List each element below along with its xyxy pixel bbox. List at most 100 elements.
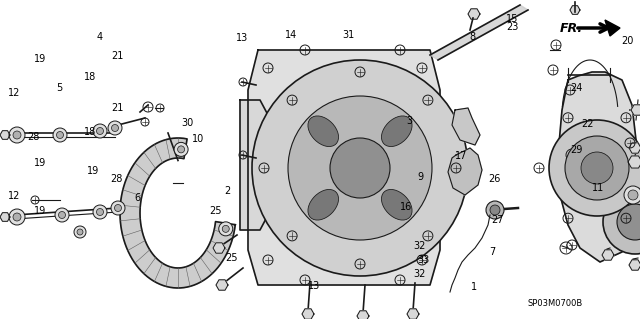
Text: 12: 12 [8,191,20,201]
Circle shape [53,128,67,142]
Text: 33: 33 [417,255,430,265]
Ellipse shape [308,189,339,220]
Text: 11: 11 [592,183,605,193]
Text: 19: 19 [86,166,99,176]
Text: 5: 5 [56,83,63,93]
Polygon shape [213,243,225,253]
Polygon shape [605,20,620,36]
Circle shape [219,222,233,236]
Text: 21: 21 [111,51,124,61]
Circle shape [490,205,500,215]
Circle shape [288,96,432,240]
Polygon shape [357,311,369,319]
Polygon shape [629,260,640,270]
Text: 23: 23 [506,22,518,32]
Circle shape [9,209,25,225]
Polygon shape [570,6,580,14]
Text: 13: 13 [307,280,320,291]
Text: 32: 32 [413,269,426,279]
Text: 3: 3 [406,116,413,126]
Polygon shape [120,138,236,288]
Polygon shape [248,50,440,285]
Text: 10: 10 [192,134,205,144]
Circle shape [111,201,125,215]
Text: 19: 19 [34,205,47,216]
Circle shape [486,201,504,219]
Circle shape [77,229,83,235]
Text: 30: 30 [181,118,194,128]
Circle shape [111,124,118,131]
Text: 25: 25 [209,205,222,216]
Circle shape [565,136,629,200]
Polygon shape [452,108,480,145]
Text: 22: 22 [581,119,594,130]
Polygon shape [448,148,482,195]
Text: 6: 6 [134,193,141,203]
Circle shape [55,208,69,222]
Text: 26: 26 [488,174,501,184]
Text: 18: 18 [83,71,96,82]
Text: 1: 1 [470,282,477,292]
Circle shape [581,152,613,184]
Circle shape [93,124,107,138]
Text: 28: 28 [27,132,40,142]
Text: 14: 14 [285,30,298,40]
Circle shape [74,226,86,238]
Text: SP03M0700B: SP03M0700B [527,299,582,308]
Polygon shape [631,105,640,115]
Text: 20: 20 [621,36,634,47]
Ellipse shape [381,116,412,146]
Text: 25: 25 [225,253,238,263]
Text: 24: 24 [570,83,582,93]
Circle shape [603,190,640,254]
Text: 19: 19 [34,54,47,64]
Circle shape [252,60,468,276]
Text: 4: 4 [96,32,102,42]
Circle shape [628,190,638,200]
Circle shape [97,209,104,216]
Circle shape [9,127,25,143]
Text: 29: 29 [570,145,582,155]
Text: 21: 21 [111,103,124,114]
Polygon shape [629,143,640,153]
Polygon shape [240,100,268,230]
Circle shape [97,128,104,135]
Ellipse shape [308,116,339,146]
Ellipse shape [381,189,412,220]
Text: 12: 12 [8,87,20,98]
Circle shape [93,205,107,219]
Circle shape [108,121,122,135]
Text: 16: 16 [400,202,413,212]
Polygon shape [430,5,528,60]
Polygon shape [628,156,640,168]
Circle shape [56,131,63,138]
Text: 7: 7 [490,247,496,257]
Text: 28: 28 [110,174,123,184]
Polygon shape [0,131,10,139]
Text: FR.: FR. [560,23,583,35]
Polygon shape [407,309,419,319]
Text: 9: 9 [417,172,424,182]
Text: 27: 27 [492,215,504,225]
Text: 15: 15 [506,14,518,24]
Circle shape [58,211,65,219]
Text: 8: 8 [469,32,476,42]
Text: 18: 18 [83,127,96,137]
Circle shape [617,204,640,240]
Circle shape [624,186,640,204]
Text: 17: 17 [454,151,467,161]
Text: 32: 32 [413,241,426,251]
Circle shape [13,131,21,139]
Text: 13: 13 [236,33,248,43]
Circle shape [222,225,229,232]
Circle shape [330,138,390,198]
Text: 31: 31 [342,30,355,40]
Circle shape [115,204,122,211]
Polygon shape [0,213,10,221]
Text: 19: 19 [34,158,47,168]
Polygon shape [558,72,636,262]
Circle shape [177,146,184,153]
Polygon shape [302,309,314,319]
Circle shape [549,120,640,216]
Polygon shape [602,250,614,260]
